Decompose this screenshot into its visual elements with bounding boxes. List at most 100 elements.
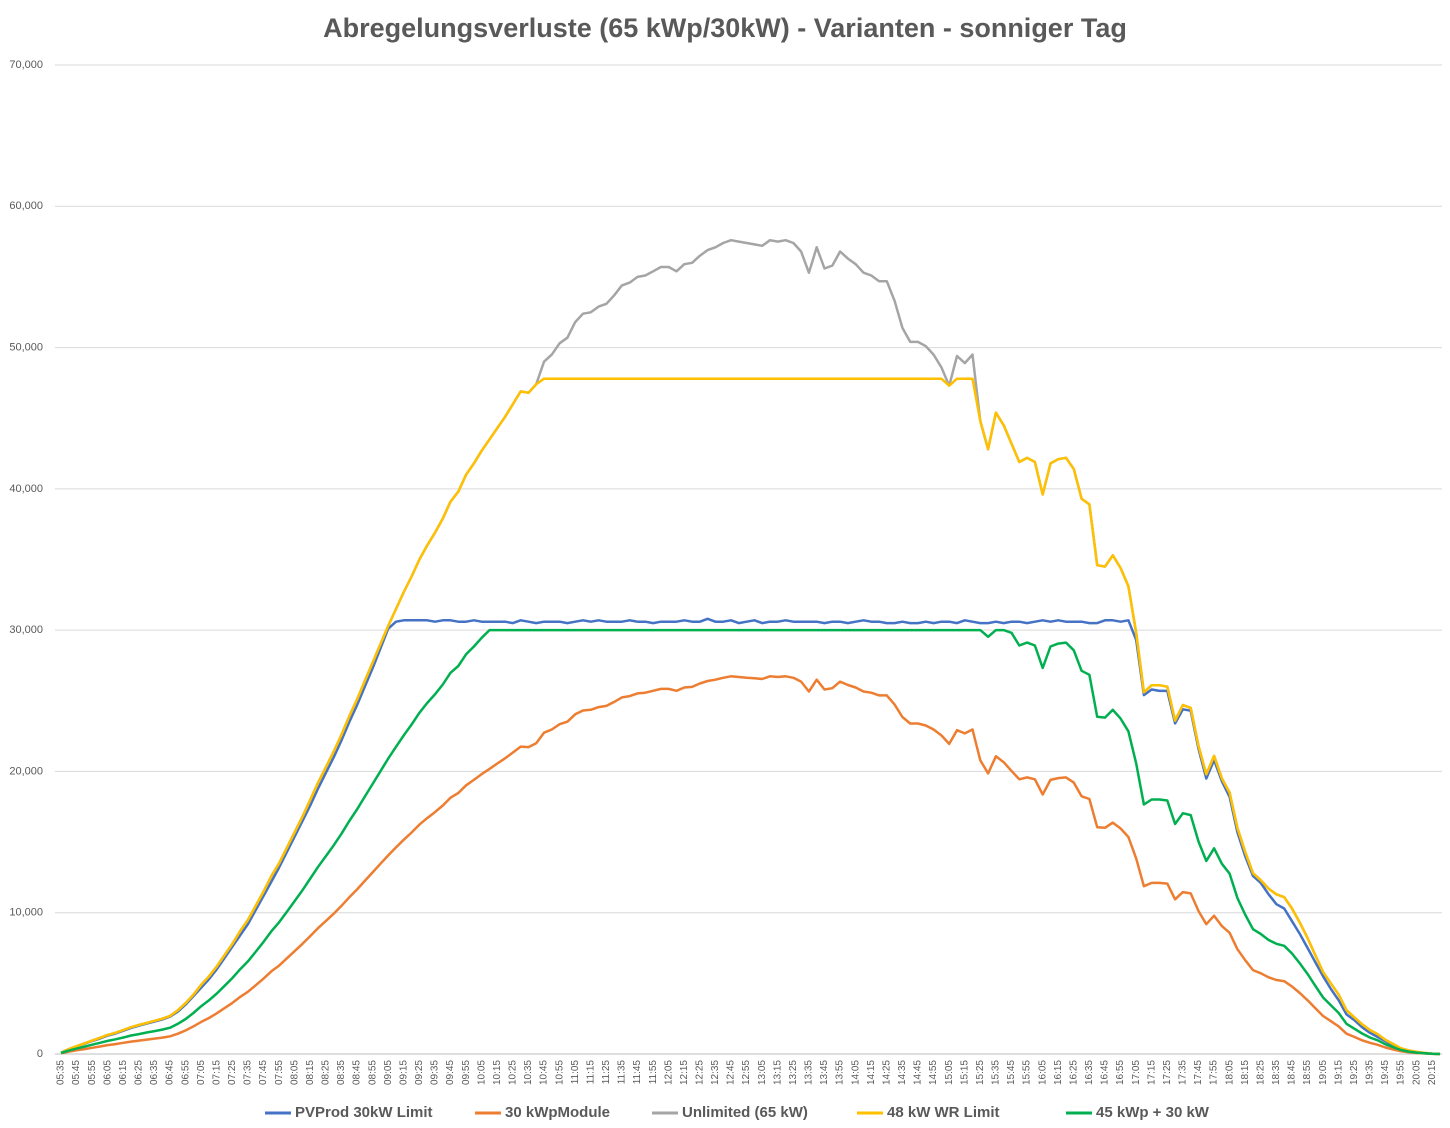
y-tick-label: 10,000 [9, 907, 43, 919]
x-tick-label: 17:15 [1146, 1060, 1157, 1085]
x-tick-label: 17:25 [1162, 1060, 1173, 1085]
x-tick-label: 17:35 [1178, 1060, 1189, 1085]
series-line [60, 238, 1441, 1056]
x-tick-label: 19:25 [1349, 1060, 1360, 1085]
x-tick-label: 07:35 [243, 1060, 254, 1085]
x-tick-label: 13:15 [772, 1060, 783, 1085]
y-tick-label: 60,000 [9, 200, 43, 212]
x-tick-label: 08:55 [367, 1060, 378, 1085]
legend-label: 48 kW WR Limit [887, 1104, 1000, 1121]
x-tick-label: 10:25 [508, 1060, 519, 1085]
x-tick-label: 10:05 [476, 1060, 487, 1085]
x-tick-label: 15:55 [1022, 1060, 1033, 1085]
x-tick-label: 11:35 [617, 1060, 628, 1085]
x-tick-label: 07:05 [196, 1060, 207, 1085]
x-tick-label: 17:55 [1209, 1060, 1220, 1085]
x-tick-label: 06:25 [134, 1060, 145, 1085]
x-tick-label: 19:15 [1333, 1060, 1344, 1085]
x-tick-label: 05:45 [71, 1060, 82, 1085]
x-tick-label: 14:35 [897, 1060, 908, 1085]
x-tick-label: 09:55 [461, 1060, 472, 1085]
x-tick-label: 10:35 [523, 1060, 534, 1085]
x-tick-label: 06:05 [102, 1060, 113, 1085]
x-tick-label: 12:15 [679, 1060, 690, 1085]
x-tick-label: 08:25 [321, 1060, 332, 1085]
x-tick-label: 07:55 [274, 1060, 285, 1085]
y-tick-label: 70,000 [9, 59, 43, 71]
x-tick-label: 19:35 [1365, 1060, 1376, 1085]
series-line [60, 675, 1441, 1056]
series-line [60, 628, 1441, 1056]
legend-label: PVProd 30kW Limit [295, 1104, 433, 1121]
x-tick-label: 10:45 [539, 1060, 550, 1085]
x-tick-label: 20:05 [1411, 1060, 1422, 1085]
x-tick-label: 18:55 [1302, 1060, 1313, 1085]
series-line [60, 377, 1441, 1056]
x-tick-label: 14:25 [881, 1060, 892, 1085]
x-tick-label: 13:45 [819, 1060, 830, 1085]
x-tick-label: 11:15 [585, 1060, 596, 1085]
x-tick-label: 08:35 [336, 1060, 347, 1085]
x-tick-label: 14:05 [850, 1060, 861, 1085]
y-tick-label: 20,000 [9, 765, 43, 777]
x-tick-label: 06:55 [180, 1060, 191, 1085]
x-tick-label: 11:05 [570, 1060, 581, 1085]
y-tick-label: 30,000 [9, 624, 43, 636]
y-tick-label: 50,000 [9, 341, 43, 353]
x-tick-label: 09:15 [398, 1060, 409, 1085]
x-tick-label: 09:45 [445, 1060, 456, 1085]
x-tick-label: 05:55 [87, 1060, 98, 1085]
x-tick-label: 18:45 [1287, 1060, 1298, 1085]
x-tick-label: 16:15 [1053, 1060, 1064, 1085]
x-tick-label: 15:15 [959, 1060, 970, 1085]
legend-label: Unlimited (65 kW) [682, 1104, 808, 1121]
legend-label: 30 kWpModule [505, 1104, 610, 1121]
legend-label: 45 kWp + 30 kW [1096, 1104, 1210, 1121]
x-tick-label: 15:45 [1006, 1060, 1017, 1085]
x-tick-label: 14:55 [928, 1060, 939, 1085]
x-tick-label: 17:45 [1193, 1060, 1204, 1085]
y-tick-label: 40,000 [9, 483, 43, 495]
x-tick-label: 18:15 [1240, 1060, 1251, 1085]
x-tick-label: 09:05 [383, 1060, 394, 1085]
x-tick-label: 12:05 [663, 1060, 674, 1085]
x-tick-label: 13:25 [788, 1060, 799, 1085]
x-tick-label: 18:25 [1255, 1060, 1266, 1085]
x-tick-label: 15:05 [944, 1060, 955, 1085]
series-line [60, 617, 1441, 1056]
x-tick-label: 16:35 [1084, 1060, 1095, 1085]
x-tick-label: 14:15 [866, 1060, 877, 1085]
x-tick-label: 10:55 [554, 1060, 565, 1085]
x-tick-label: 19:55 [1396, 1060, 1407, 1085]
x-tick-label: 16:05 [1037, 1060, 1048, 1085]
x-tick-label: 16:25 [1068, 1060, 1079, 1085]
x-tick-label: 10:15 [492, 1060, 503, 1085]
x-tick-label: 12:35 [710, 1060, 721, 1085]
x-tick-label: 06:15 [118, 1060, 129, 1085]
x-tick-label: 18:35 [1271, 1060, 1282, 1085]
x-tick-label: 16:45 [1100, 1060, 1111, 1085]
x-tick-label: 12:55 [741, 1060, 752, 1085]
x-tick-label: 12:45 [726, 1060, 737, 1085]
chart-title: Abregelungsverluste (65 kWp/30kW) - Vari… [323, 13, 1127, 43]
x-tick-label: 09:25 [414, 1060, 425, 1085]
x-tick-label: 13:55 [835, 1060, 846, 1085]
x-tick-label: 11:55 [648, 1060, 659, 1085]
y-tick-label: 0 [37, 1048, 43, 1060]
x-tick-label: 17:05 [1131, 1060, 1142, 1085]
x-tick-label: 05:35 [56, 1060, 67, 1085]
x-tick-label: 13:05 [757, 1060, 768, 1085]
x-tick-label: 12:25 [694, 1060, 705, 1085]
x-tick-label: 07:15 [211, 1060, 222, 1085]
x-tick-label: 08:15 [305, 1060, 316, 1085]
x-tick-label: 08:45 [352, 1060, 363, 1085]
x-tick-label: 20:15 [1427, 1060, 1438, 1085]
x-tick-label: 14:45 [913, 1060, 924, 1085]
x-tick-label: 11:45 [632, 1060, 643, 1085]
x-tick-label: 08:05 [289, 1060, 300, 1085]
x-tick-label: 06:45 [165, 1060, 176, 1085]
x-tick-label: 16:55 [1115, 1060, 1126, 1085]
x-tick-label: 15:35 [991, 1060, 1002, 1085]
x-tick-label: 06:35 [149, 1060, 160, 1085]
